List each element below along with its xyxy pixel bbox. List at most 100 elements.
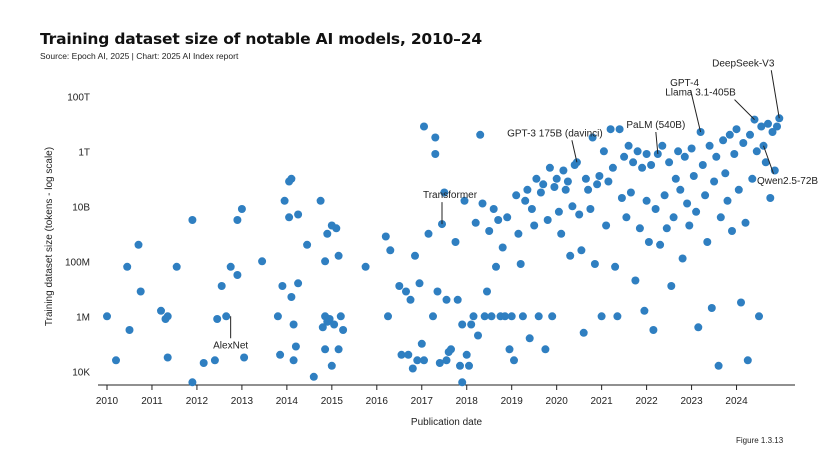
data-point bbox=[134, 240, 143, 249]
data-point bbox=[294, 210, 303, 219]
data-point bbox=[761, 158, 770, 167]
data-point bbox=[539, 180, 548, 189]
data-point bbox=[714, 361, 723, 370]
data-point bbox=[487, 312, 496, 321]
data-point bbox=[701, 191, 710, 200]
data-point bbox=[505, 345, 514, 354]
data-point bbox=[125, 326, 134, 334]
data-point bbox=[435, 359, 444, 367]
y-tick-label: 100T bbox=[67, 92, 90, 103]
data-point bbox=[291, 342, 300, 351]
data-point bbox=[757, 122, 766, 131]
data-point bbox=[276, 350, 285, 359]
data-point bbox=[339, 326, 348, 334]
data-point bbox=[226, 262, 235, 271]
chart-axes: 2010 2011 2012 2013 2014 2015 2016 2017 2018 2019… bbox=[65, 92, 795, 407]
data-point bbox=[631, 276, 640, 285]
data-point bbox=[532, 174, 541, 183]
data-point bbox=[669, 213, 678, 222]
x-tick-label: 2013 bbox=[231, 396, 254, 407]
data-point bbox=[687, 144, 696, 153]
data-point bbox=[579, 328, 588, 337]
x-tick-label: 2019 bbox=[501, 396, 524, 407]
annotation-leader bbox=[655, 131, 659, 155]
x-tick-label: 2010 bbox=[96, 396, 119, 407]
data-point bbox=[386, 246, 395, 255]
x-tick-label: 2017 bbox=[411, 396, 434, 407]
x-tick-label: 2018 bbox=[456, 396, 479, 407]
data-point bbox=[667, 282, 676, 290]
annotation-leader bbox=[734, 99, 755, 120]
x-tick-label: 2022 bbox=[635, 396, 658, 407]
data-point bbox=[123, 262, 132, 271]
x-tick-label: 2016 bbox=[366, 396, 389, 407]
data-point bbox=[721, 169, 730, 178]
data-point bbox=[622, 213, 631, 222]
y-axis-title: Training dataset size (tokens - log scal… bbox=[44, 147, 55, 326]
data-point bbox=[516, 260, 525, 268]
data-point bbox=[309, 372, 318, 381]
data-point bbox=[447, 345, 455, 354]
data-point bbox=[710, 177, 719, 186]
data-point bbox=[498, 243, 507, 252]
data-point bbox=[303, 240, 312, 249]
data-point bbox=[730, 150, 739, 158]
y-tick-label: 100M bbox=[65, 257, 90, 268]
data-point bbox=[638, 163, 647, 172]
data-point bbox=[644, 238, 653, 246]
data-point bbox=[559, 166, 568, 175]
data-point bbox=[453, 295, 462, 304]
data-point bbox=[404, 350, 413, 359]
data-point bbox=[705, 141, 714, 150]
data-point bbox=[615, 125, 624, 134]
data-point bbox=[199, 359, 208, 367]
data-point bbox=[606, 125, 615, 134]
data-point bbox=[602, 221, 611, 230]
data-point bbox=[411, 251, 419, 260]
data-point bbox=[503, 213, 512, 222]
data-point bbox=[554, 207, 563, 216]
data-point bbox=[613, 312, 622, 321]
data-point bbox=[590, 260, 599, 268]
data-point bbox=[685, 221, 694, 230]
data-point bbox=[728, 227, 736, 235]
data-point bbox=[552, 174, 561, 183]
data-point bbox=[510, 356, 518, 365]
data-point bbox=[289, 356, 298, 365]
data-point bbox=[431, 150, 440, 158]
annotation-leader bbox=[571, 140, 578, 163]
data-point bbox=[572, 158, 581, 167]
data-point bbox=[471, 218, 480, 227]
data-point bbox=[680, 152, 689, 161]
data-point bbox=[424, 229, 433, 238]
data-point bbox=[773, 122, 781, 131]
data-point bbox=[361, 262, 370, 271]
annotation-label: GPT-4 bbox=[670, 78, 699, 89]
data-point bbox=[545, 163, 554, 172]
data-point bbox=[595, 172, 604, 180]
data-point bbox=[707, 304, 716, 312]
data-point bbox=[651, 205, 660, 213]
data-point bbox=[566, 251, 575, 260]
data-point bbox=[413, 356, 422, 365]
x-tick-label: 2020 bbox=[546, 396, 569, 407]
data-point bbox=[541, 345, 550, 354]
data-point bbox=[492, 262, 500, 271]
annotation-leader bbox=[763, 145, 774, 174]
data-point bbox=[741, 218, 750, 227]
data-point bbox=[696, 128, 705, 136]
data-point bbox=[766, 194, 775, 202]
data-point bbox=[683, 199, 692, 208]
data-point bbox=[577, 246, 586, 255]
data-point bbox=[323, 229, 332, 238]
data-point bbox=[536, 188, 545, 197]
data-point bbox=[330, 320, 339, 329]
data-point bbox=[402, 287, 410, 296]
data-point bbox=[692, 207, 701, 216]
data-point bbox=[294, 279, 303, 288]
data-point bbox=[674, 147, 683, 156]
data-point bbox=[671, 174, 680, 183]
x-tick-label: 2015 bbox=[321, 396, 344, 407]
chart-title: Training dataset size of notable AI mode… bbox=[40, 30, 482, 48]
x-tick-label: 2024 bbox=[725, 396, 748, 407]
